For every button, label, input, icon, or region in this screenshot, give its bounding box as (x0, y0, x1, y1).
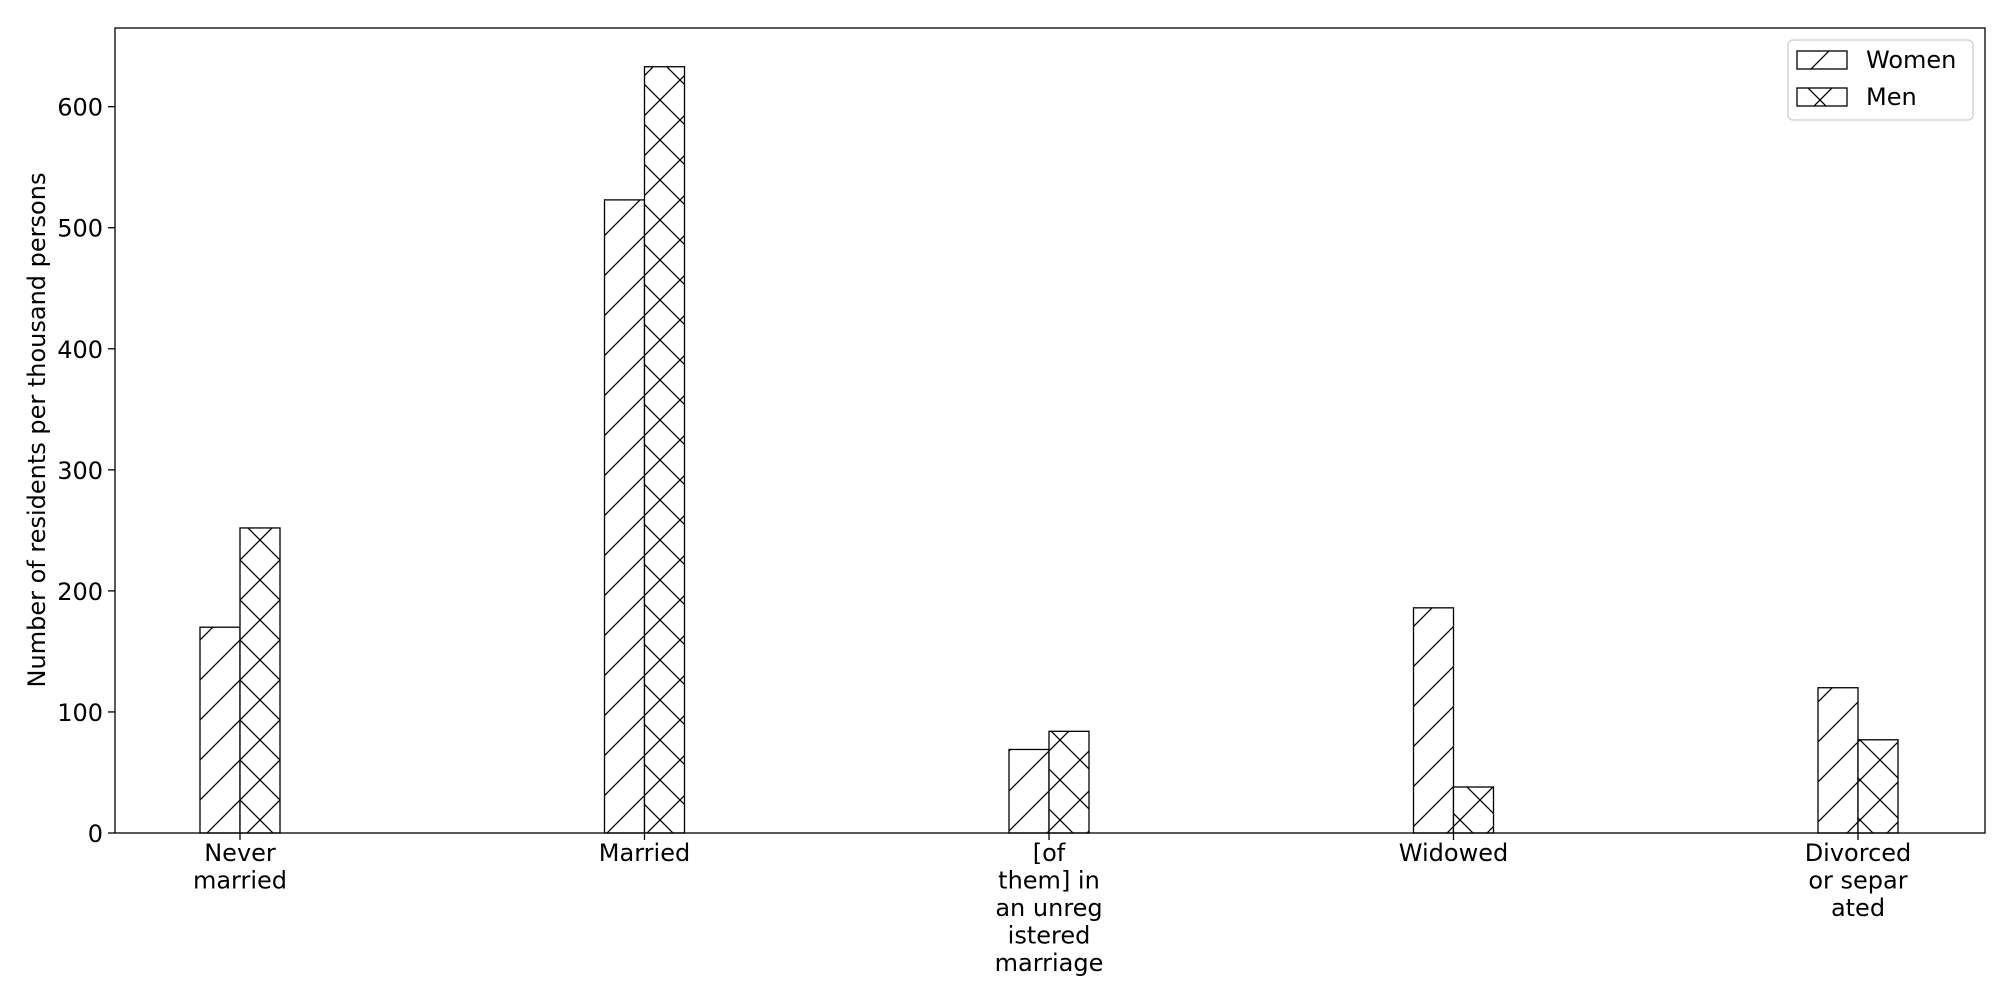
bar-hatch (1048, 730, 1090, 834)
legend-label: Men (1866, 83, 1917, 111)
x-tick-label-3: Widowed (1399, 839, 1508, 867)
bar-hatch (643, 66, 686, 834)
y-tick-label: 0 (88, 820, 103, 848)
legend-swatch (1796, 87, 1848, 107)
bar-hatch (1857, 739, 1899, 834)
x-tick-label-line: ated (1831, 894, 1885, 922)
legend-label: Women (1866, 46, 1956, 74)
legend-entry-women: Women (1796, 46, 1956, 74)
y-tick-label: 200 (57, 578, 103, 606)
y-tick-label: 100 (57, 699, 103, 727)
x-tick-label-line: an unreg (995, 894, 1102, 922)
legend-swatch (1796, 50, 1848, 70)
legend: Women Men (1787, 39, 1974, 121)
bar-women-1 (603, 199, 646, 834)
bar-hatch (1412, 607, 1455, 834)
bar-hatch (239, 527, 281, 834)
bar-men-1 (643, 66, 686, 834)
bar-hatch (1817, 687, 1859, 834)
x-tick-label-line: [of (1033, 839, 1066, 867)
x-tick-label-1: Married (599, 839, 690, 867)
bar-women-2 (1008, 748, 1050, 834)
bar-hatch (1008, 748, 1050, 834)
bar-hatch (199, 626, 241, 834)
x-tick-label-line: Divorced (1805, 839, 1912, 867)
legend-entry-men: Men (1796, 83, 1917, 111)
bar-men-2 (1048, 730, 1090, 834)
y-tick-label: 600 (57, 94, 103, 122)
y-tick-label: 400 (57, 336, 103, 364)
x-tick-label-line: istered (1008, 922, 1091, 950)
bar-hatch (603, 199, 646, 834)
x-tick-label-line: Married (599, 839, 690, 867)
plot-frame (114, 27, 1986, 834)
bar-men-3 (1452, 786, 1495, 834)
y-axis-label: Number of residents per thousand persons (23, 173, 51, 688)
x-tick-label-line: or separ (1808, 867, 1907, 895)
bar-men-4 (1857, 739, 1899, 834)
bar-women-3 (1412, 607, 1455, 834)
x-tick-label-line: marriage (995, 949, 1104, 977)
y-tick-label: 300 (57, 457, 103, 485)
x-tick-label-line: Never (204, 839, 276, 867)
x-tick-label-line: married (193, 867, 287, 895)
y-tick-label: 500 (57, 215, 103, 243)
bar-women-0 (199, 626, 241, 834)
bar-hatch (1452, 786, 1495, 834)
x-tick-label-line: them] in (998, 867, 1100, 895)
x-tick-label-line: Widowed (1399, 839, 1508, 867)
bar-women-4 (1817, 687, 1859, 834)
bar-men-0 (239, 527, 281, 834)
